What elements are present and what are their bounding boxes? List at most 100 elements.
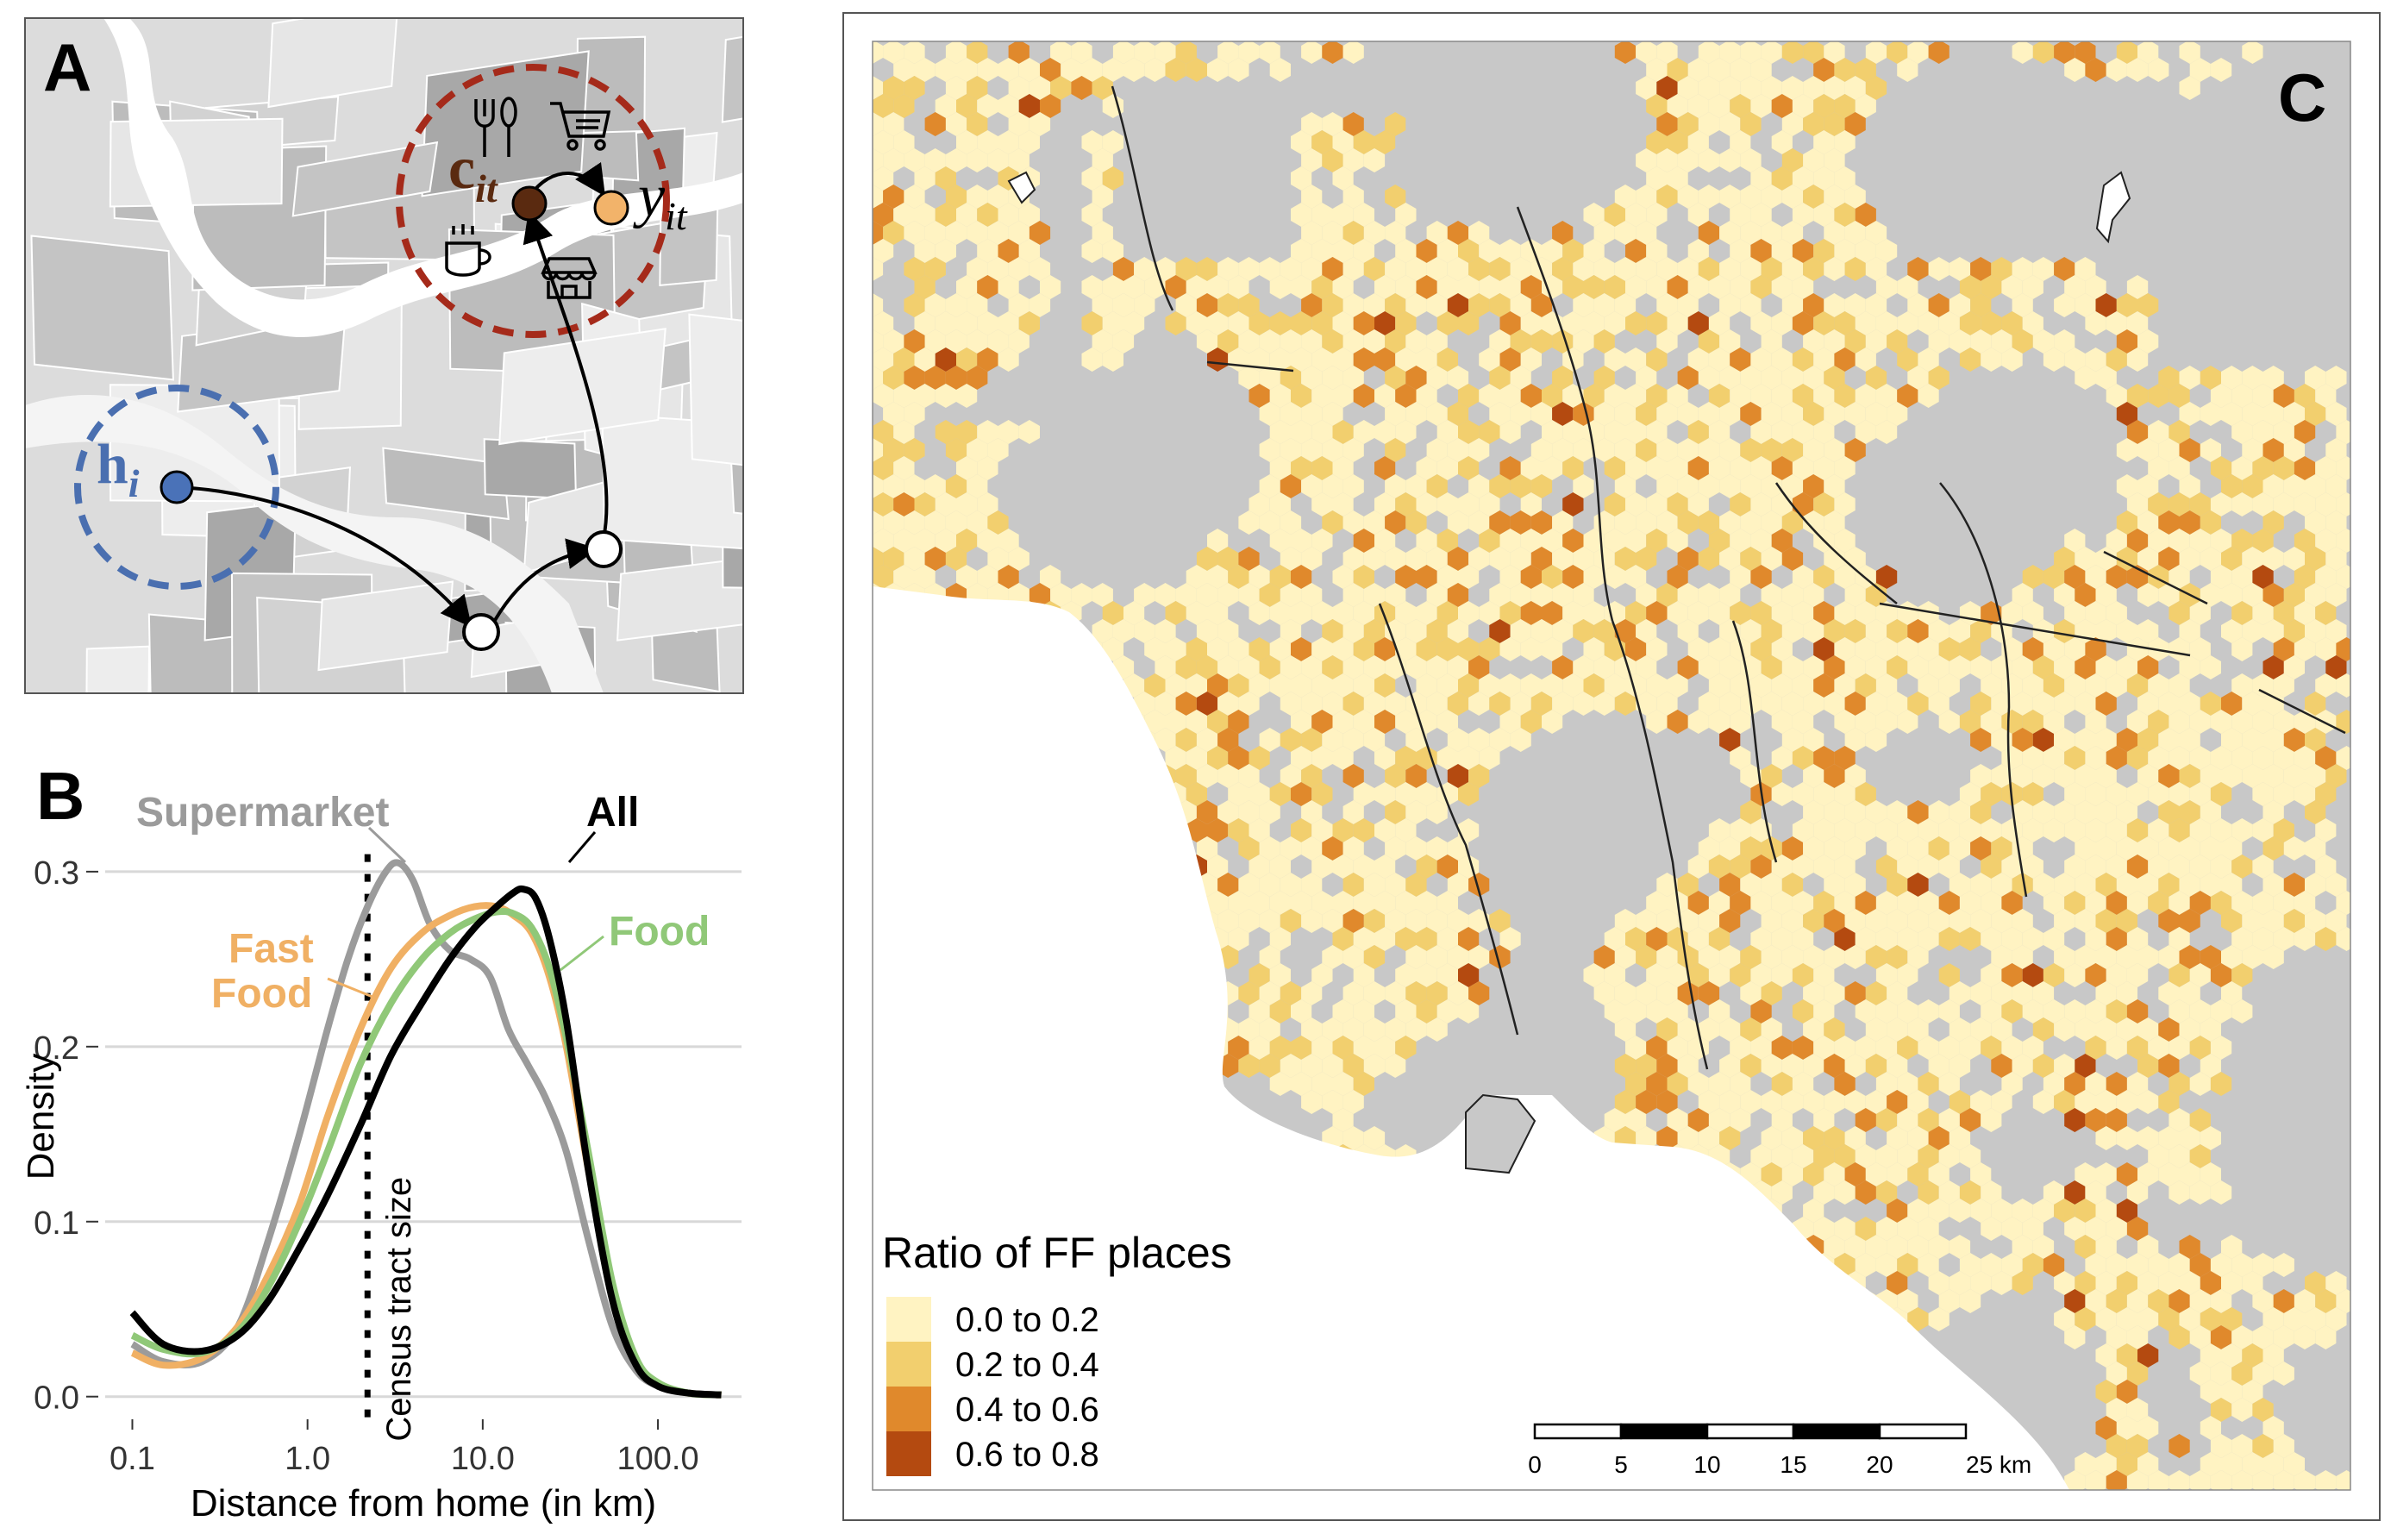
hex-cell (1667, 456, 1688, 480)
hex-cell (1813, 673, 1835, 698)
hex-cell (893, 58, 915, 82)
hex-cell (1981, 999, 2002, 1024)
hex-cell (2126, 927, 2149, 951)
hex-cell (1165, 601, 1186, 625)
census-tract-label: Census tract size (380, 1177, 418, 1442)
hex-cell (1740, 836, 1762, 861)
hex-cell (1771, 1108, 1793, 1132)
hex-cell (1677, 583, 1699, 607)
hex-cell (1614, 1090, 1637, 1114)
hex-cell (1887, 1199, 1908, 1223)
hex-cell (1228, 746, 1249, 770)
hex-cell (1385, 329, 1406, 354)
hex-cell (2126, 891, 2149, 915)
hex-cell (883, 221, 904, 245)
hex-cell (2252, 1434, 2274, 1458)
hex-cell (2252, 456, 2274, 480)
hex-cell (1813, 1217, 1835, 1241)
hex-cell (1301, 692, 1323, 716)
hex-cell (2305, 547, 2326, 571)
hex-cell (1730, 637, 1751, 661)
hex-cell (2043, 673, 2065, 698)
hex-cell (1708, 927, 1730, 951)
hex-cell (1374, 855, 1396, 879)
hex-cell (1824, 366, 1845, 390)
hex-cell (2325, 619, 2347, 643)
hex-cell (2231, 891, 2253, 915)
hex-cell (1698, 1017, 1720, 1042)
hex-cell (1217, 583, 1239, 607)
scale-bar-tick-label: 20 (1866, 1451, 1893, 1478)
hex-cell (1593, 619, 1615, 643)
hex-cell (1687, 456, 1709, 480)
hex-cell (2294, 746, 2316, 770)
hex-cell (1353, 420, 1374, 444)
hex-cell (1269, 1072, 1291, 1096)
hex-cell (1719, 257, 1741, 281)
hex-cell (1875, 1253, 1898, 1277)
hex-cell (2126, 1325, 2149, 1349)
hex-cell (967, 438, 988, 462)
hex-cell (2179, 510, 2200, 535)
hex-cell (1342, 800, 1364, 824)
hex-cell (873, 510, 884, 535)
hex-cell (1865, 619, 1887, 643)
hex-cell (1771, 1036, 1793, 1060)
hex-cell (2116, 474, 2137, 498)
hex-cell (1217, 764, 1239, 788)
hex-cell (1656, 583, 1678, 607)
hex-cell (893, 203, 915, 227)
hex-cell (1750, 1144, 1772, 1168)
hex-cell (2137, 619, 2159, 643)
hex-cell (1291, 456, 1312, 480)
hex-cell (1740, 257, 1762, 281)
hex-cell (1687, 130, 1709, 154)
hex-cell (2085, 1108, 2106, 1132)
hex-cell (1447, 438, 1469, 462)
hex-cell (1708, 818, 1730, 842)
hex-cell (1730, 963, 1751, 987)
hex-cell (1667, 963, 1688, 987)
hex-cell (1677, 510, 1699, 535)
hex-cell (1363, 981, 1386, 1005)
hex-cell (1385, 293, 1406, 317)
hex-cell (2085, 1180, 2106, 1205)
hex-cell (914, 347, 936, 372)
hex-cell (1907, 1126, 1929, 1150)
hex-cell (924, 510, 946, 535)
hex-cell (1489, 402, 1511, 426)
hex-cell (2001, 1253, 2023, 1277)
hex-cell (1259, 1054, 1280, 1078)
coffee-cup-icon (445, 224, 491, 277)
hex-cell (2085, 58, 2106, 82)
hex-cell (2179, 1235, 2200, 1259)
hex-cell (2179, 981, 2200, 1005)
hex-cell (1646, 456, 1668, 480)
hex-cell (1824, 981, 1845, 1005)
hex-cell (1981, 818, 2002, 842)
hex-cell (1730, 601, 1751, 625)
hex-cell (1092, 293, 1113, 317)
hex-cell (1311, 782, 1333, 806)
hex-cell (1040, 58, 1061, 82)
hex-cell (1604, 311, 1625, 335)
hex-cell (1959, 311, 1981, 335)
hex-cell (1687, 963, 1709, 987)
hex-cell (1887, 873, 1908, 897)
hex-cell (1719, 945, 1741, 969)
census-block (30, 235, 174, 381)
hex-cell (1269, 311, 1291, 335)
hex-cell (2032, 1054, 2055, 1078)
hex-cell (1259, 836, 1280, 861)
hex-cell (1489, 510, 1511, 535)
hex-cell (1123, 58, 1145, 82)
hex-cell (2054, 1090, 2075, 1114)
hex-cell (977, 58, 998, 82)
hex-cell (1636, 909, 1657, 933)
hex-cell (2242, 909, 2263, 933)
hex-cell (1708, 456, 1730, 480)
hex-cell (1395, 203, 1417, 227)
hex-cell (1844, 402, 1866, 426)
hex-cell (883, 402, 904, 426)
hex-cell (2189, 782, 2211, 806)
